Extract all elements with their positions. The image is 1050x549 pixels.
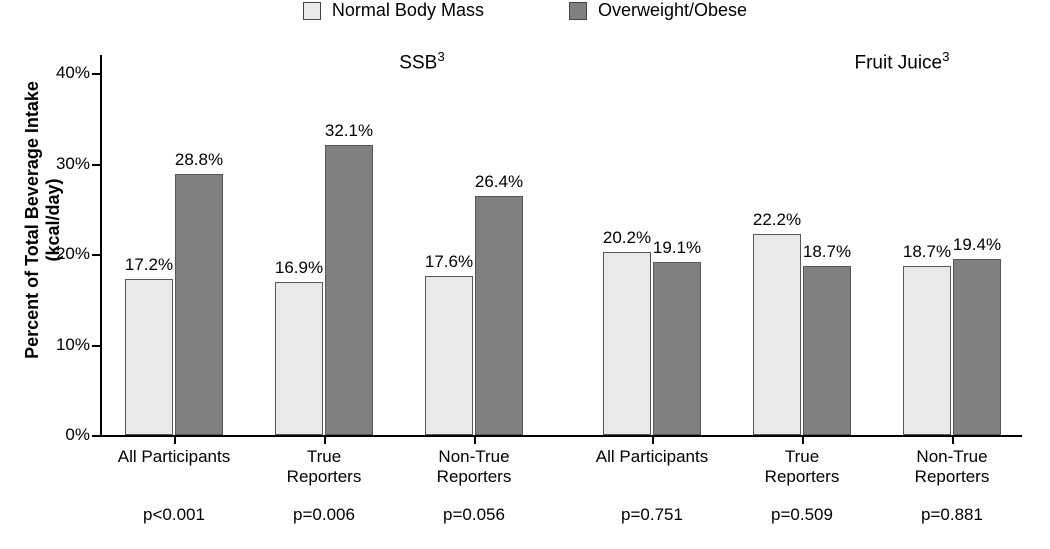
bar-label: 17.2%: [125, 255, 173, 275]
legend-swatch-normal: [303, 2, 321, 20]
bar-normal: [425, 276, 473, 435]
bar-over: [953, 259, 1001, 435]
y-tick-label: 30%: [42, 154, 90, 174]
legend-item-normal: Normal Body Mass: [303, 0, 484, 21]
y-tick-label: 40%: [42, 63, 90, 83]
legend-swatch-over: [569, 2, 587, 20]
bar-label: 16.9%: [275, 258, 323, 278]
bar-over: [653, 262, 701, 435]
legend-label-over: Overweight/Obese: [598, 0, 747, 20]
bar-over: [803, 266, 851, 435]
x-tick: [952, 435, 954, 444]
y-tick: [92, 73, 102, 75]
x-tick: [474, 435, 476, 444]
y-axis-title-line1: Percent of Total Beverage Intake: [22, 81, 42, 359]
bar-normal: [603, 252, 651, 435]
p-value-label: p=0.881: [921, 505, 983, 525]
legend-item-over: Overweight/Obese: [569, 0, 747, 21]
chart-container: Normal Body Mass Overweight/Obese Percen…: [0, 0, 1050, 549]
y-tick-label: 10%: [42, 335, 90, 355]
legend-label-normal: Normal Body Mass: [332, 0, 484, 20]
bar-label: 22.2%: [753, 210, 801, 230]
bar-label: 20.2%: [603, 228, 651, 248]
bar-normal: [275, 282, 323, 435]
y-tick: [92, 164, 102, 166]
bar-label: 18.7%: [803, 242, 851, 262]
x-category-label: All Participants: [118, 447, 230, 467]
bar-label: 26.4%: [475, 172, 523, 192]
bar-over: [475, 196, 523, 435]
x-tick: [324, 435, 326, 444]
x-category-label: All Participants: [596, 447, 708, 467]
bar-normal: [753, 234, 801, 435]
y-tick-label: 0%: [42, 425, 90, 445]
y-tick-label: 20%: [42, 244, 90, 264]
plot-area: 0%10%20%30%40%SSB3Fruit Juice317.2%28.8%…: [100, 55, 1022, 437]
y-tick: [92, 254, 102, 256]
x-category-label: TrueReporters: [287, 447, 362, 488]
x-category-label: TrueReporters: [765, 447, 840, 488]
x-category-label: Non-TrueReporters: [437, 447, 512, 488]
p-value-label: p=0.751: [621, 505, 683, 525]
x-category-label: Non-TrueReporters: [915, 447, 990, 488]
bar-label: 18.7%: [903, 242, 951, 262]
bar-normal: [903, 266, 951, 435]
bar-over: [325, 145, 373, 435]
legend: Normal Body Mass Overweight/Obese: [0, 0, 1050, 21]
bar-label: 32.1%: [325, 121, 373, 141]
bar-normal: [125, 279, 173, 435]
bar-label: 17.6%: [425, 252, 473, 272]
bar-over: [175, 174, 223, 435]
x-tick: [174, 435, 176, 444]
x-tick: [652, 435, 654, 444]
p-value-label: p=0.509: [771, 505, 833, 525]
y-tick: [92, 345, 102, 347]
p-value-label: p=0.006: [293, 505, 355, 525]
panel-title: SSB3: [399, 49, 444, 74]
p-value-label: p=0.056: [443, 505, 505, 525]
x-tick: [802, 435, 804, 444]
bar-label: 28.8%: [175, 150, 223, 170]
bar-label: 19.1%: [653, 238, 701, 258]
y-tick: [92, 435, 102, 437]
p-value-label: p<0.001: [143, 505, 205, 525]
panel-title: Fruit Juice3: [854, 49, 949, 74]
bar-label: 19.4%: [953, 235, 1001, 255]
